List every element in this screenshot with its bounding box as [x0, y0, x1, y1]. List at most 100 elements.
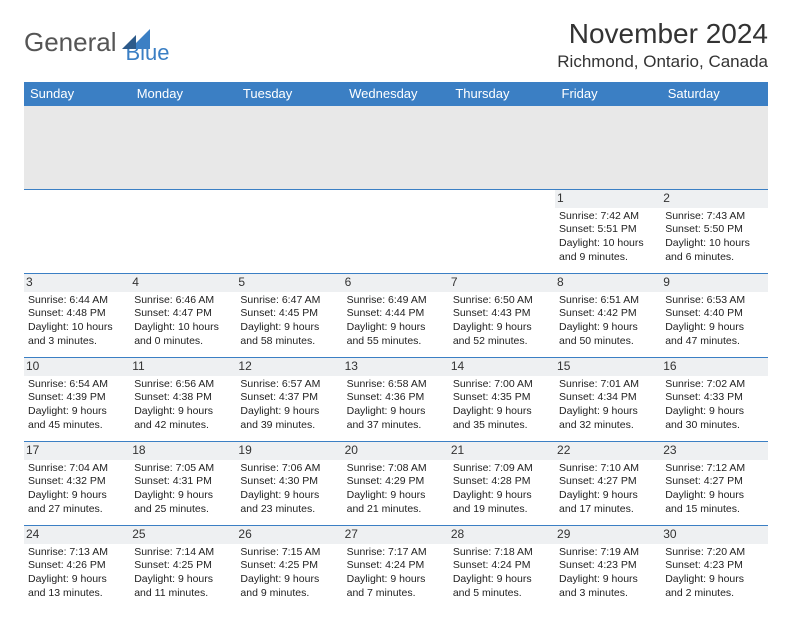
daylight-text: Daylight: 9 hours and 32 minutes. [559, 405, 657, 432]
daylight-text: Daylight: 9 hours and 21 minutes. [347, 489, 445, 516]
sunset-text: Sunset: 4:37 PM [240, 391, 338, 405]
sunset-text: Sunset: 4:26 PM [28, 559, 126, 573]
daylight-text: Daylight: 9 hours and 13 minutes. [28, 573, 126, 600]
day-number: 10 [24, 358, 130, 376]
calendar-cell: 24 Sunrise: 7:13 AMSunset: 4:26 PMDayligh… [24, 526, 130, 610]
daylight-text: Daylight: 9 hours and 58 minutes. [240, 321, 338, 348]
day-number: 12 [236, 358, 342, 376]
calendar-cell: 23Sunrise: 7:12 AMSunset: 4:27 PMDayligh… [661, 442, 767, 526]
sunrise-text: Sunrise: 7:15 AM [240, 546, 338, 560]
day-number: 13 [343, 358, 449, 376]
sunset-text: Sunset: 4:34 PM [559, 391, 657, 405]
day-number: 21 [449, 442, 555, 460]
sunrise-text: Sunrise: 7:12 AM [665, 462, 763, 476]
calendar-cell: 20Sunrise: 7:08 AMSunset: 4:29 PMDayligh… [343, 442, 449, 526]
day-number: 16 [661, 358, 767, 376]
calendar-table: Sunday Monday Tuesday Wednesday Thursday… [24, 82, 768, 610]
day-number: 26 [236, 526, 342, 544]
sunrise-text: Sunrise: 6:54 AM [28, 378, 126, 392]
sunset-text: Sunset: 5:51 PM [559, 223, 657, 237]
calendar-cell [130, 190, 236, 274]
day-header: Thursday [449, 82, 555, 106]
sunrise-text: Sunrise: 7:01 AM [559, 378, 657, 392]
calendar-week-row: 24Sunrise: 7:13 AMSunset: 4:26 PMDayligh… [24, 526, 768, 610]
sunset-text: Sunset: 4:36 PM [347, 391, 445, 405]
day-number: 22 [555, 442, 661, 460]
day-number: 7 [449, 274, 555, 292]
daylight-text: Daylight: 9 hours and 37 minutes. [347, 405, 445, 432]
day-number: 20 [343, 442, 449, 460]
calendar-cell: 19Sunrise: 7:06 AMSunset: 4:30 PMDayligh… [236, 442, 342, 526]
daylight-text: Daylight: 9 hours and 39 minutes. [240, 405, 338, 432]
title-block: November 2024 Richmond, Ontario, Canada [557, 18, 768, 72]
daylight-text: Daylight: 9 hours and 19 minutes. [453, 489, 551, 516]
calendar-cell: 2Sunrise: 7:43 AMSunset: 5:50 PMDaylight… [661, 190, 767, 274]
sunrise-text: Sunrise: 7:06 AM [240, 462, 338, 476]
calendar-cell: 13 Sunrise: 6:58 AMSunset: 4:36 PMDayligh… [343, 358, 449, 442]
day-number: 11 [130, 358, 236, 376]
sunrise-text: Sunrise: 7:17 AM [347, 546, 445, 560]
sunrise-text: Sunrise: 7:02 AM [665, 378, 763, 392]
day-header: Wednesday [343, 82, 449, 106]
calendar-cell: 26Sunrise: 7:15 AMSunset: 4:25 PMDayligh… [236, 526, 342, 610]
daylight-text: Daylight: 9 hours and 35 minutes. [453, 405, 551, 432]
daylight-text: Daylight: 9 hours and 15 minutes. [665, 489, 763, 516]
sunrise-text: Sunrise: 6:58 AM [347, 378, 445, 392]
brand-word1: General [24, 27, 117, 58]
calendar-cell: 11Sunrise: 6:56 AMSunset: 4:38 PMDayligh… [130, 358, 236, 442]
sunset-text: Sunset: 4:24 PM [347, 559, 445, 573]
sunset-text: Sunset: 4:23 PM [559, 559, 657, 573]
sunrise-text: Sunrise: 7:13 AM [28, 546, 126, 560]
daylight-text: Daylight: 9 hours and 5 minutes. [453, 573, 551, 600]
day-number: 24 [24, 526, 130, 544]
sunrise-text: Sunrise: 7:09 AM [453, 462, 551, 476]
sunset-text: Sunset: 4:27 PM [559, 475, 657, 489]
daylight-text: Daylight: 9 hours and 50 minutes. [559, 321, 657, 348]
sunset-text: Sunset: 4:38 PM [134, 391, 232, 405]
sunset-text: Sunset: 4:31 PM [134, 475, 232, 489]
daylight-text: Daylight: 9 hours and 45 minutes. [28, 405, 126, 432]
sunset-text: Sunset: 4:48 PM [28, 307, 126, 321]
sunset-text: Sunset: 4:47 PM [134, 307, 232, 321]
daylight-text: Daylight: 10 hours and 9 minutes. [559, 237, 657, 264]
sunrise-text: Sunrise: 7:14 AM [134, 546, 232, 560]
daylight-text: Daylight: 9 hours and 23 minutes. [240, 489, 338, 516]
sunrise-text: Sunrise: 6:57 AM [240, 378, 338, 392]
day-header: Friday [555, 82, 661, 106]
calendar-cell: 30Sunrise: 7:20 AMSunset: 4:23 PMDayligh… [661, 526, 767, 610]
day-header: Tuesday [236, 82, 342, 106]
day-number: 15 [555, 358, 661, 376]
daylight-text: Daylight: 9 hours and 55 minutes. [347, 321, 445, 348]
sunrise-text: Sunrise: 7:42 AM [559, 210, 657, 224]
sunset-text: Sunset: 4:24 PM [453, 559, 551, 573]
sunset-text: Sunset: 4:39 PM [28, 391, 126, 405]
sunset-text: Sunset: 4:44 PM [347, 307, 445, 321]
daylight-text: Daylight: 9 hours and 2 minutes. [665, 573, 763, 600]
day-number: 4 [130, 274, 236, 292]
daylight-text: Daylight: 9 hours and 47 minutes. [665, 321, 763, 348]
page-header: General Blue November 2024 Richmond, Ont… [24, 18, 768, 72]
calendar-cell: 10 Sunrise: 6:54 AMSunset: 4:39 PMDayligh… [24, 358, 130, 442]
calendar-cell [24, 190, 130, 274]
brand-triangle-icon [122, 27, 152, 49]
sunrise-text: Sunrise: 7:18 AM [453, 546, 551, 560]
calendar-cell: 14Sunrise: 7:00 AMSunset: 4:35 PMDayligh… [449, 358, 555, 442]
calendar-cell: 5Sunrise: 6:47 AMSunset: 4:45 PMDaylight… [236, 274, 342, 358]
daylight-text: Daylight: 9 hours and 30 minutes. [665, 405, 763, 432]
day-number: 18 [130, 442, 236, 460]
daylight-text: Daylight: 10 hours and 0 minutes. [134, 321, 232, 348]
month-title: November 2024 [557, 18, 768, 50]
sunset-text: Sunset: 4:28 PM [453, 475, 551, 489]
sunrise-text: Sunrise: 6:46 AM [134, 294, 232, 308]
day-number: 28 [449, 526, 555, 544]
calendar-week-row: 1Sunrise: 7:42 AMSunset: 5:51 PMDaylight… [24, 190, 768, 274]
sunset-text: Sunset: 4:45 PM [240, 307, 338, 321]
calendar-cell: 8Sunrise: 6:51 AMSunset: 4:42 PMDaylight… [555, 274, 661, 358]
day-number: 2 [661, 190, 767, 208]
calendar-cell [449, 190, 555, 274]
day-header-row: Sunday Monday Tuesday Wednesday Thursday… [24, 82, 768, 106]
sunset-text: Sunset: 4:25 PM [240, 559, 338, 573]
sunset-text: Sunset: 4:29 PM [347, 475, 445, 489]
calendar-body: 1Sunrise: 7:42 AMSunset: 5:51 PMDaylight… [24, 190, 768, 610]
sunrise-text: Sunrise: 6:51 AM [559, 294, 657, 308]
